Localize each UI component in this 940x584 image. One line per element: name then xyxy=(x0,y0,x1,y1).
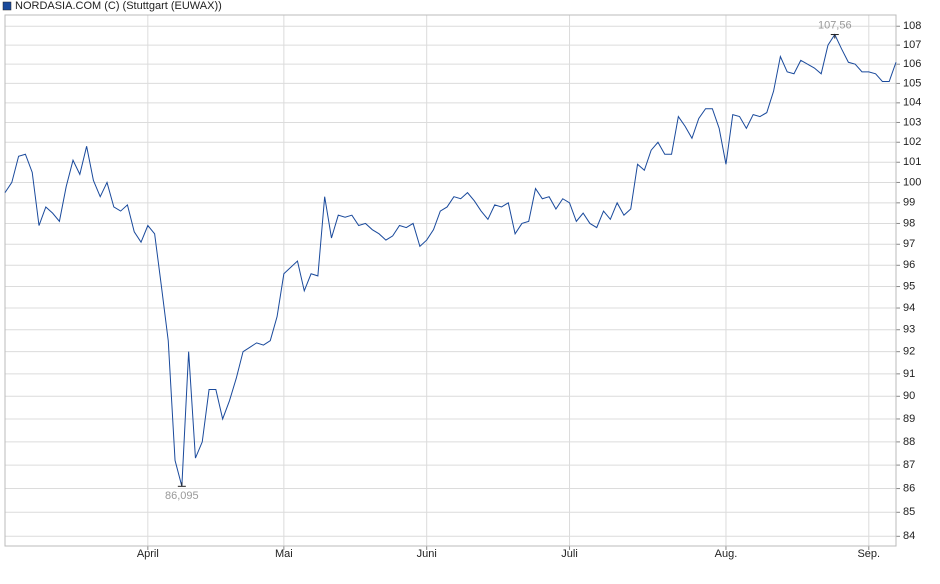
x-tick-label: Mai xyxy=(275,548,293,560)
y-tick-label: 94 xyxy=(903,302,915,314)
value-label: 107,56 xyxy=(818,19,852,31)
y-tick-label: 88 xyxy=(903,436,915,448)
x-tick-label: Juni xyxy=(417,548,437,560)
y-tick-label: 101 xyxy=(903,156,921,168)
y-tick-label: 99 xyxy=(903,197,915,209)
y-tick-label: 108 xyxy=(903,20,921,32)
y-tick-label: 89 xyxy=(903,413,915,425)
y-tick-label: 93 xyxy=(903,324,915,336)
y-tick-label: 85 xyxy=(903,506,915,518)
x-tick-label: April xyxy=(137,548,159,560)
y-tick-label: 96 xyxy=(903,259,915,271)
x-tick-label: Aug. xyxy=(715,548,738,560)
y-tick-label: 86 xyxy=(903,482,915,494)
y-tick-label: 97 xyxy=(903,238,915,250)
y-tick-label: 107 xyxy=(903,39,921,51)
y-tick-label: 91 xyxy=(903,368,915,380)
y-tick-label: 104 xyxy=(903,97,921,109)
plot-frame xyxy=(4,14,897,547)
y-tick-label: 100 xyxy=(903,176,921,188)
y-tick-label: 106 xyxy=(903,58,921,70)
y-tick-label: 90 xyxy=(903,390,915,402)
x-tick-label: Sep. xyxy=(857,548,880,560)
y-tick-label: 84 xyxy=(903,530,915,542)
y-tick-label: 103 xyxy=(903,116,921,128)
y-tick-label: 87 xyxy=(903,459,915,471)
y-tick-label: 105 xyxy=(903,77,921,89)
legend-swatch xyxy=(2,1,12,11)
value-label: 86,095 xyxy=(165,490,199,502)
y-tick-label: 98 xyxy=(903,217,915,229)
y-tick-label: 102 xyxy=(903,136,921,148)
line xyxy=(4,33,897,487)
y-tick-label: 92 xyxy=(903,346,915,358)
y-tick-label: 95 xyxy=(903,280,915,292)
legend-label: NORDASIA.COM (C) (Stuttgart (EUWAX)) xyxy=(15,0,222,12)
x-tick-label: Juli xyxy=(561,548,578,560)
